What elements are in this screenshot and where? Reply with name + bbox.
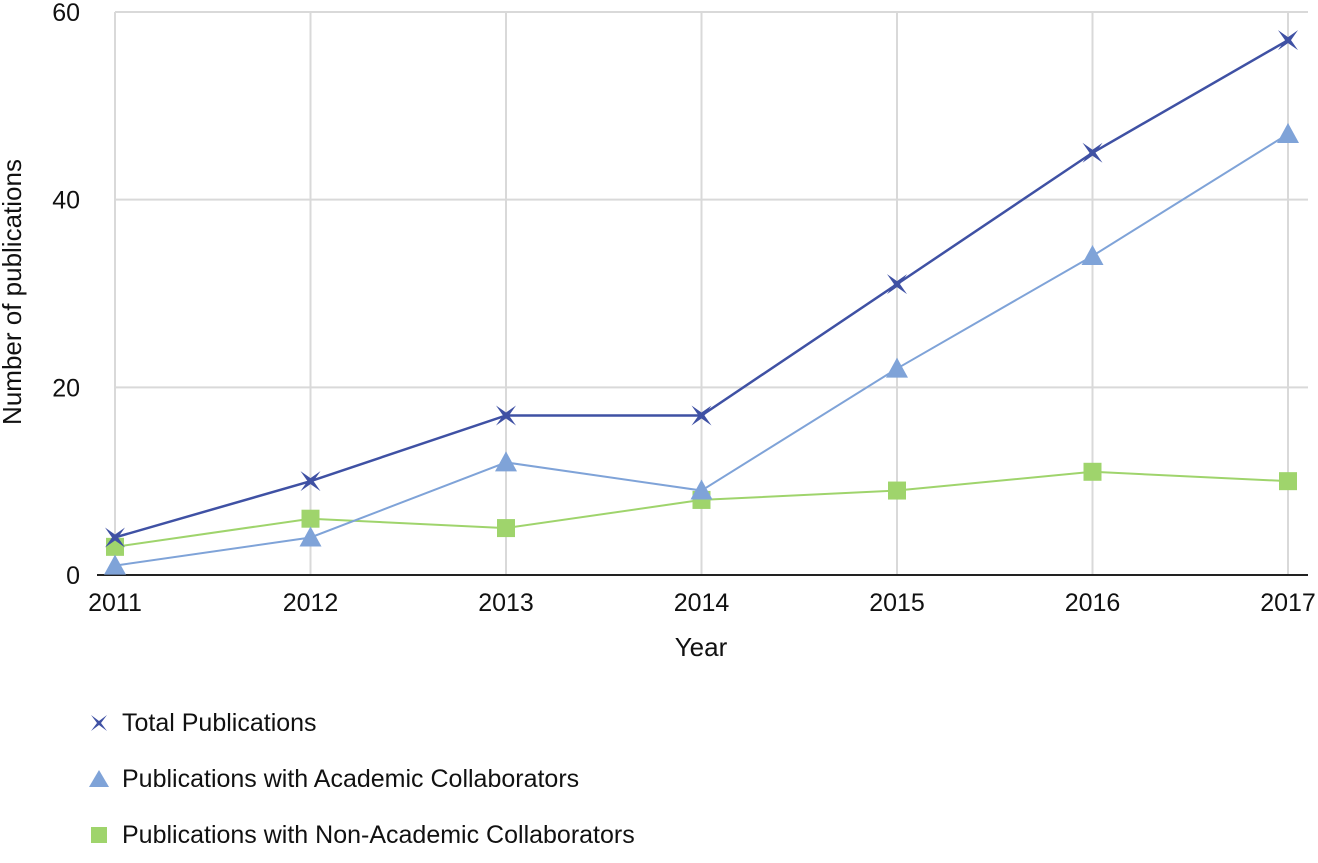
- triangle-marker-icon: [89, 770, 109, 787]
- data-point-marker: [888, 481, 906, 500]
- data-point-marker: [496, 405, 516, 426]
- data-point-marker: [105, 527, 125, 548]
- series-layer: [104, 30, 1299, 575]
- data-point-marker: [1081, 244, 1104, 265]
- data-point-marker: [497, 519, 515, 538]
- x-tick-label: 2014: [674, 589, 730, 617]
- y-tick-label: 20: [52, 374, 80, 402]
- line-chart: 0 20 40 60 2011 2012 2013 2014 2015 2016 2017 Yea…: [0, 0, 1316, 662]
- x-tick-label: 2017: [1260, 589, 1316, 617]
- data-point-marker: [886, 357, 908, 378]
- legend-item-academic: Publications with Academic Collaborators: [86, 751, 635, 807]
- y-tick-label: 60: [52, 0, 80, 27]
- y-tick-labels: 0 20 40 60: [52, 0, 80, 590]
- data-point-marker: [887, 274, 907, 295]
- data-point-marker: [301, 509, 320, 528]
- legend-label-non-academic: Publications with Non-Academic Collabora…: [122, 820, 635, 849]
- x-tick-label: 2012: [283, 589, 339, 617]
- y-tick-label: 0: [66, 562, 80, 590]
- legend-item-non-academic: Publications with Non-Academic Collabora…: [86, 807, 635, 863]
- x-tick-label: 2013: [478, 589, 534, 617]
- legend-label-total: Total Publications: [122, 708, 317, 737]
- data-point-marker: [300, 471, 321, 492]
- data-point-marker: [690, 479, 713, 500]
- series-triangle: [104, 122, 1299, 575]
- data-point-marker: [104, 554, 126, 575]
- grid-lines: [97, 11, 1308, 576]
- x-tick-label: 2016: [1065, 589, 1121, 617]
- y-tick-label: 40: [52, 187, 80, 215]
- x-marker-icon: [91, 715, 107, 731]
- data-point-marker: [1279, 472, 1297, 491]
- data-point-marker: [1082, 142, 1103, 163]
- series-x: [105, 30, 1298, 548]
- data-point-marker: [495, 451, 517, 472]
- data-point-marker: [299, 526, 322, 547]
- data-point-marker: [106, 537, 124, 556]
- data-point-marker: [1083, 462, 1102, 481]
- data-point-marker: [1277, 122, 1299, 143]
- data-point-marker: [1278, 30, 1298, 51]
- x-tick-labels: 2011 2012 2013 2014 2015 2016 2017: [88, 589, 1316, 617]
- x-tick-label: 2011: [88, 589, 142, 617]
- legend-item-total: Total Publications: [86, 695, 635, 751]
- y-axis-label: Number of publications: [0, 159, 27, 425]
- square-marker-icon: [91, 827, 107, 843]
- x-tick-label: 2015: [869, 589, 925, 617]
- x-axis-label: Year: [675, 632, 728, 662]
- data-point-marker: [691, 405, 712, 426]
- legend-label-academic: Publications with Academic Collaborators: [122, 764, 580, 793]
